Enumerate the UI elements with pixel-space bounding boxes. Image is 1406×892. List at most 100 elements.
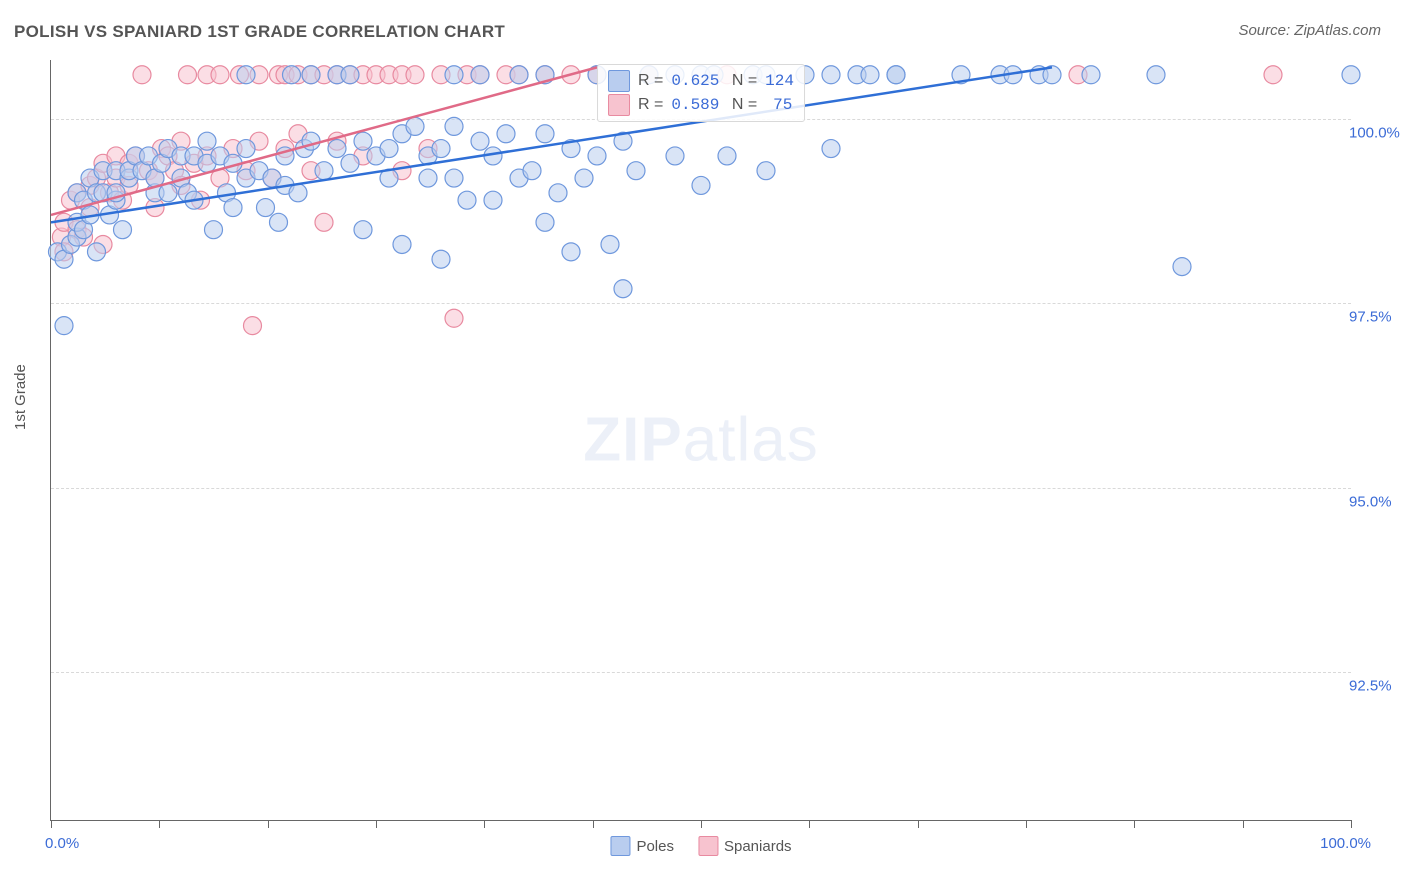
point-spaniards [211, 66, 229, 84]
x-tick [1026, 820, 1027, 828]
point-poles [1082, 66, 1100, 84]
x-tick [809, 820, 810, 828]
poles-swatch-icon [610, 836, 630, 856]
point-poles [822, 66, 840, 84]
legend: Poles Spaniards [610, 836, 791, 856]
poles-n-value: 124 [765, 69, 794, 93]
spaniards-swatch-icon [608, 94, 630, 116]
point-poles [471, 66, 489, 84]
x-tick [51, 820, 52, 828]
point-poles [666, 147, 684, 165]
stat-r-label: R = [638, 93, 663, 117]
point-poles [237, 140, 255, 158]
point-poles [432, 140, 450, 158]
point-poles [224, 199, 242, 217]
y-axis-label: 1st Grade [12, 364, 29, 430]
point-poles [887, 66, 905, 84]
point-poles [549, 184, 567, 202]
point-spaniards [445, 309, 463, 327]
point-poles [432, 250, 450, 268]
point-poles [523, 162, 541, 180]
scatter-svg [51, 60, 1351, 820]
point-poles [692, 176, 710, 194]
point-spaniards [179, 66, 197, 84]
point-poles [536, 213, 554, 231]
point-poles [588, 147, 606, 165]
x-tick [1351, 820, 1352, 828]
point-poles [88, 243, 106, 261]
stat-n-label: N = [727, 69, 757, 93]
point-poles [380, 140, 398, 158]
y-tick-label: 100.0% [1349, 125, 1406, 142]
x-axis-max-label: 100.0% [1320, 835, 1371, 852]
point-poles [458, 191, 476, 209]
poles-swatch-icon [608, 70, 630, 92]
y-tick-label: 92.5% [1349, 678, 1406, 695]
point-spaniards [315, 213, 333, 231]
point-poles [445, 117, 463, 135]
legend-poles-label: Poles [636, 838, 674, 855]
point-poles [718, 147, 736, 165]
point-poles [484, 191, 502, 209]
x-tick [1243, 820, 1244, 828]
point-poles [159, 184, 177, 202]
stats-row-span: R = 0.589 N = 75 [608, 93, 794, 117]
point-poles [1147, 66, 1165, 84]
x-tick [159, 820, 160, 828]
point-spaniards [1264, 66, 1282, 84]
point-poles [1342, 66, 1360, 84]
y-tick-label: 97.5% [1349, 309, 1406, 326]
source-label: Source: ZipAtlas.com [1238, 22, 1381, 39]
x-tick [484, 820, 485, 828]
point-poles [445, 66, 463, 84]
point-poles [406, 117, 424, 135]
x-tick [701, 820, 702, 828]
point-poles [536, 125, 554, 143]
stat-n-label: N = [727, 93, 757, 117]
point-spaniards [244, 317, 262, 335]
point-poles [419, 169, 437, 187]
point-poles [627, 162, 645, 180]
span-n-value: 75 [765, 93, 792, 117]
point-poles [302, 66, 320, 84]
point-poles [614, 280, 632, 298]
x-tick [918, 820, 919, 828]
point-poles [445, 169, 463, 187]
point-poles [822, 140, 840, 158]
point-poles [198, 132, 216, 150]
chart-title: POLISH VS SPANIARD 1ST GRADE CORRELATION… [14, 22, 505, 42]
legend-span-label: Spaniards [724, 838, 792, 855]
point-poles [315, 162, 333, 180]
plot-area: ZIPatlas 100.0%97.5%95.0%92.5% 0.0% 100.… [50, 60, 1351, 821]
point-poles [1173, 258, 1191, 276]
point-poles [562, 243, 580, 261]
legend-item-span: Spaniards [698, 836, 792, 856]
point-poles [55, 317, 73, 335]
point-poles [354, 221, 372, 239]
point-poles [601, 235, 619, 253]
spaniards-swatch-icon [698, 836, 718, 856]
x-tick [593, 820, 594, 828]
x-tick [376, 820, 377, 828]
point-poles [471, 132, 489, 150]
point-poles [393, 235, 411, 253]
point-poles [237, 66, 255, 84]
point-poles [510, 66, 528, 84]
stats-box: R = 0.625 N = 124 R = 0.589 N = 75 [597, 64, 805, 122]
point-poles [205, 221, 223, 239]
span-r-value: 0.589 [671, 93, 719, 117]
point-poles [757, 162, 775, 180]
point-poles [283, 66, 301, 84]
point-poles [270, 213, 288, 231]
point-poles [497, 125, 515, 143]
point-poles [861, 66, 879, 84]
poles-r-value: 0.625 [671, 69, 719, 93]
point-poles [114, 221, 132, 239]
point-poles [328, 140, 346, 158]
point-poles [341, 154, 359, 172]
point-poles [257, 199, 275, 217]
point-poles [341, 66, 359, 84]
x-tick [1134, 820, 1135, 828]
point-spaniards [406, 66, 424, 84]
point-poles [575, 169, 593, 187]
